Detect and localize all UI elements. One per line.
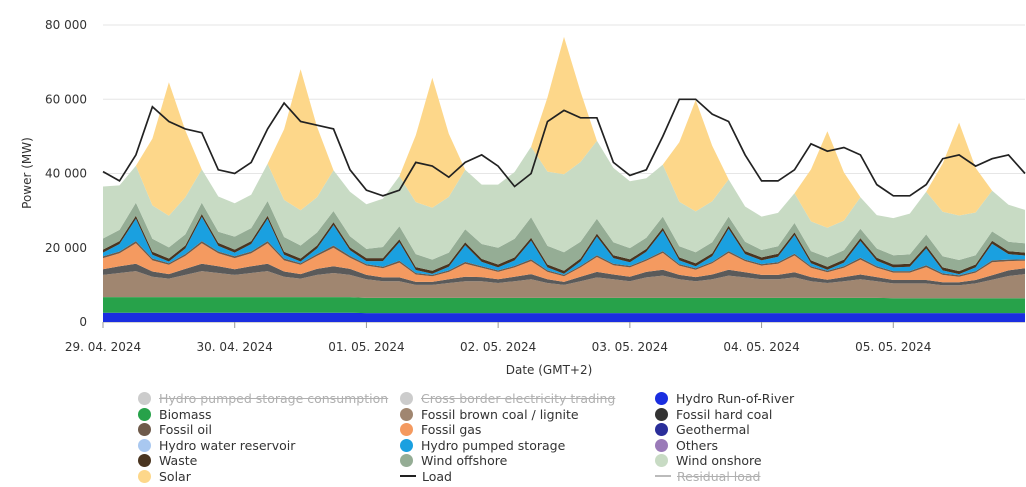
legend-swatch <box>138 423 151 436</box>
area-biomass <box>103 297 1025 314</box>
legend-item-fossil-oil[interactable]: Fossil oil <box>138 422 212 437</box>
legend-swatch <box>655 407 668 421</box>
legend-label: Load <box>422 468 452 484</box>
legend-swatch <box>138 392 151 405</box>
x-tick-label: 01. 05. 2024 <box>328 340 404 354</box>
legend-item-wind-onshore[interactable]: Wind onshore <box>655 453 762 468</box>
legend-label: Hydro pumped storage consumption <box>159 391 389 406</box>
legend-swatch <box>400 407 413 421</box>
line-series <box>102 98 1026 197</box>
chart-svg: 0 20 000 40 000 60 000 80 000 29. 04. 2024 30… <box>20 18 1026 377</box>
legend-item-fossil-gas[interactable]: Fossil gas <box>400 422 481 437</box>
x-axis-label: Date (GMT+2) <box>506 363 593 377</box>
legend-item-geothermal[interactable]: Geothermal <box>655 422 750 437</box>
legend-label: Biomass <box>159 406 212 422</box>
legend-label: Solar <box>159 468 191 484</box>
legend-item-hydro-pumped-storage-consumption[interactable]: Hydro pumped storage consumption <box>138 391 388 406</box>
legend-label: Fossil brown coal / lignite <box>421 406 579 422</box>
line-load <box>102 98 1026 197</box>
legend-swatch <box>138 407 151 421</box>
x-tick-label: 04. 05. 2024 <box>723 340 799 354</box>
x-axis: 29. 04. 2024 30. 04. 2024 01. 05. 2024 02. … <box>65 322 931 354</box>
legend-label: Others <box>676 437 719 453</box>
area-wind-offshore <box>103 201 1025 272</box>
y-tick-label: 40 000 <box>45 167 87 181</box>
y-tick-label: 20 000 <box>45 241 87 255</box>
legend-label: Waste <box>159 453 198 468</box>
legend-label: Hydro Run-of-River <box>676 391 795 406</box>
legend-label: Residual load <box>677 468 761 484</box>
legend-label: Fossil hard coal <box>676 406 773 422</box>
x-tick-label: 03. 05. 2024 <box>592 340 668 354</box>
legend-item-hydro-pumped-storage[interactable]: Hydro pumped storage <box>400 438 565 453</box>
y-tick-label: 80 000 <box>45 18 87 32</box>
x-tick-label: 05. 05. 2024 <box>855 340 931 354</box>
x-tick-label: 30. 04. 2024 <box>197 340 273 354</box>
legend-item-wind-offshore[interactable]: Wind offshore <box>400 453 507 468</box>
legend-item-waste[interactable]: Waste <box>138 453 197 468</box>
legend-swatch <box>138 454 151 467</box>
legend-swatch <box>138 469 151 483</box>
y-tick-label: 60 000 <box>45 92 87 106</box>
legend-swatch <box>655 438 668 452</box>
legend-swatch <box>400 423 413 436</box>
legend-swatch <box>400 438 413 452</box>
legend-swatch <box>655 475 671 477</box>
legend-item-biomass[interactable]: Biomass <box>138 407 212 422</box>
area-hydro-pumped-storage <box>103 216 1025 276</box>
y-axis: 0 20 000 40 000 60 000 80 000 <box>45 18 87 329</box>
legend-item-others[interactable]: Others <box>655 438 718 453</box>
legend-label: Hydro pumped storage <box>421 437 566 453</box>
legend-swatch <box>655 454 668 467</box>
legend-swatch <box>138 438 151 452</box>
legend-label: Wind offshore <box>421 453 508 468</box>
legend-item-hydro-run-of-river[interactable]: Hydro Run-of-River <box>655 391 794 406</box>
stacked-areas <box>103 36 1025 322</box>
area-fossil-hard-coal <box>103 263 1025 286</box>
x-tick-label: 29. 04. 2024 <box>65 340 141 354</box>
legend-item-load[interactable]: Load <box>400 469 452 484</box>
legend-item-fossil-hard-coal[interactable]: Fossil hard coal <box>655 407 772 422</box>
area-wind-onshore <box>103 140 1025 260</box>
legend-label: Fossil gas <box>421 422 482 437</box>
legend-swatch <box>655 423 668 436</box>
legend-swatch <box>400 392 413 405</box>
legend-item-residual-load[interactable]: Residual load <box>655 469 760 484</box>
y-tick-label: 0 <box>79 315 87 329</box>
area-fossil-gas <box>103 243 1025 283</box>
legend-swatch <box>655 392 668 405</box>
legend-swatch <box>400 454 413 467</box>
area-hydro-run-of-river <box>103 312 1025 322</box>
legend-label: Cross border electricity trading <box>421 391 616 406</box>
legend-label: Wind onshore <box>676 453 762 468</box>
legend-label: Hydro water reservoir <box>159 437 296 453</box>
y-axis-label: Power (MW) <box>20 137 34 209</box>
x-tick-label: 02. 05. 2024 <box>460 340 536 354</box>
legend-item-hydro-water-reservoir[interactable]: Hydro water reservoir <box>138 438 295 453</box>
area-solar <box>103 36 1025 228</box>
legend-item-fossil-brown-coal-lignite[interactable]: Fossil brown coal / lignite <box>400 407 579 422</box>
legend-swatch <box>400 475 416 477</box>
area-fossil-brown-coal-lignite <box>103 271 1025 299</box>
legend-label: Geothermal <box>676 422 750 437</box>
legend-label: Fossil oil <box>159 422 212 437</box>
legend-item-solar[interactable]: Solar <box>138 469 191 484</box>
legend-item-cross-border-electricity-trading[interactable]: Cross border electricity trading <box>400 391 615 406</box>
